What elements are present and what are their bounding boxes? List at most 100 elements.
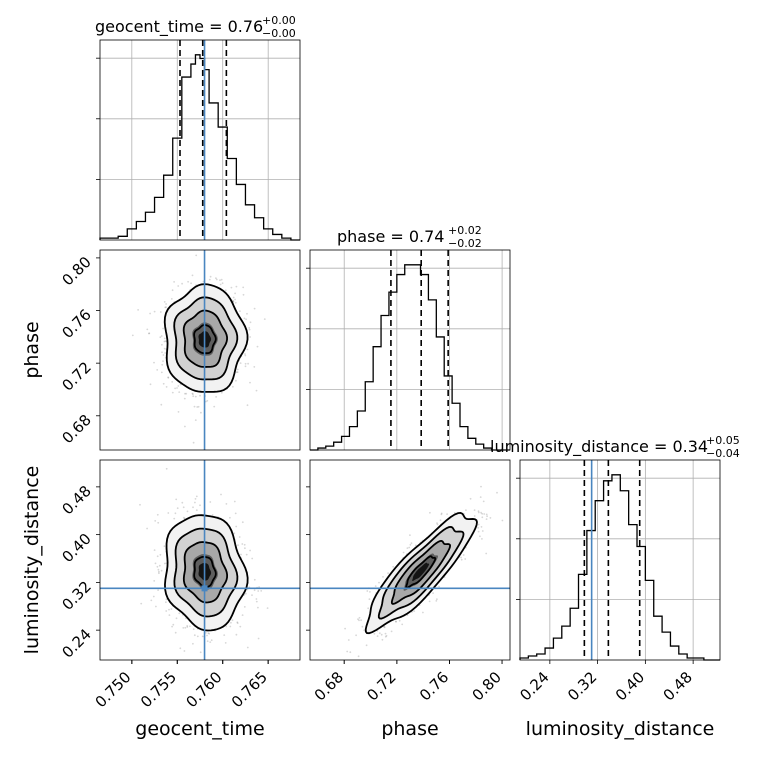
sample-point <box>195 254 198 257</box>
sample-point <box>182 506 185 509</box>
x-tick-label-luminosity_distance-1: 0.32 <box>564 668 600 704</box>
x-tick-label-phase-3: 0.80 <box>469 668 505 704</box>
sample-point <box>174 387 177 390</box>
sample-point <box>485 518 488 520</box>
sample-point <box>422 611 424 614</box>
contour-0-1-0 <box>163 283 249 393</box>
frame-0-1 <box>99 249 301 451</box>
contour-1-2-1 <box>377 525 465 620</box>
title-phase-label: phase = 0.74 <box>337 227 444 246</box>
sample-point <box>219 283 222 286</box>
sample-point <box>235 633 238 636</box>
sample-point <box>239 625 242 628</box>
x-tick-label-phase-0: 0.68 <box>311 668 347 704</box>
sample-point <box>258 586 260 588</box>
sample-point <box>213 405 216 408</box>
sample-point <box>253 578 256 581</box>
sample-point <box>161 343 163 346</box>
xlabel-phase: phase <box>381 718 438 740</box>
sample-point <box>157 521 160 524</box>
sample-point <box>355 634 357 637</box>
sample-point <box>152 595 155 598</box>
sample-point <box>184 392 186 395</box>
contour-0-2-2 <box>182 541 229 604</box>
sample-point <box>501 519 504 522</box>
x-tick-label-phase-1: 0.72 <box>363 668 399 704</box>
sample-point <box>149 312 152 315</box>
sample-point <box>165 386 168 388</box>
sample-point <box>357 655 360 658</box>
sample-point <box>243 317 246 320</box>
sample-point <box>153 361 155 364</box>
sample-point <box>347 639 350 641</box>
sample-point <box>215 277 217 280</box>
y-tick-label-luminosity_distance-1: 0.32 <box>58 577 94 613</box>
sample-point <box>160 403 163 406</box>
x-tick-label-luminosity_distance-2: 0.40 <box>612 668 648 704</box>
sample-point <box>482 500 485 503</box>
sample-point <box>150 599 153 602</box>
sample-point <box>244 354 247 357</box>
sample-point <box>481 530 484 532</box>
sample-point <box>481 516 484 519</box>
histogram-luminosity_distance <box>519 474 720 661</box>
sample-point <box>148 332 151 335</box>
sample-point <box>221 282 224 285</box>
sample-point <box>194 395 197 398</box>
sample-point <box>253 589 256 592</box>
sample-point <box>159 311 162 313</box>
sample-point <box>238 536 241 538</box>
sample-point <box>366 590 369 592</box>
sample-point <box>257 637 260 640</box>
sample-point <box>244 353 246 355</box>
sample-point <box>378 632 381 635</box>
sample-point <box>462 554 465 556</box>
sample-point <box>220 278 223 281</box>
sample-point <box>209 275 212 278</box>
sample-point <box>380 633 383 636</box>
density-fill-1-2-4 <box>412 562 430 582</box>
sample-point <box>244 547 246 550</box>
sample-point <box>159 336 162 339</box>
sample-point <box>480 526 483 528</box>
sample-point <box>263 318 266 320</box>
sample-point <box>170 298 173 300</box>
sample-point <box>225 625 228 628</box>
sample-point <box>469 497 472 500</box>
sample-point <box>394 620 397 623</box>
sample-point <box>243 606 246 608</box>
sample-point <box>176 387 178 389</box>
sample-point <box>440 512 443 515</box>
sample-point <box>184 425 186 428</box>
sample-point <box>160 335 163 337</box>
sample-point <box>234 292 237 295</box>
sample-point <box>189 625 191 628</box>
sample-point <box>219 279 221 282</box>
sample-point <box>255 389 258 392</box>
title-phase-plus: +0.02 <box>448 224 482 237</box>
sample-point <box>230 621 232 624</box>
sample-point <box>131 334 134 337</box>
sample-point <box>173 517 176 520</box>
sample-point <box>157 568 160 571</box>
sample-point <box>149 383 152 386</box>
sample-point <box>164 352 167 354</box>
sample-point <box>266 607 269 609</box>
sample-point <box>384 632 387 635</box>
sample-point <box>140 602 143 605</box>
contour-0-2-0 <box>164 514 249 632</box>
sample-point <box>178 391 181 393</box>
sample-point <box>199 504 201 507</box>
title-phase-minus: −0.02 <box>448 237 482 250</box>
sample-point <box>239 362 242 364</box>
pair-content-1-2 <box>310 485 510 658</box>
sample-point <box>165 467 168 470</box>
sample-point <box>346 650 349 653</box>
sample-point <box>401 623 404 626</box>
contour-0-2-1 <box>173 527 239 618</box>
sample-point <box>208 278 211 281</box>
sample-point <box>361 625 364 628</box>
sample-point <box>161 351 163 354</box>
sample-point <box>436 598 438 601</box>
